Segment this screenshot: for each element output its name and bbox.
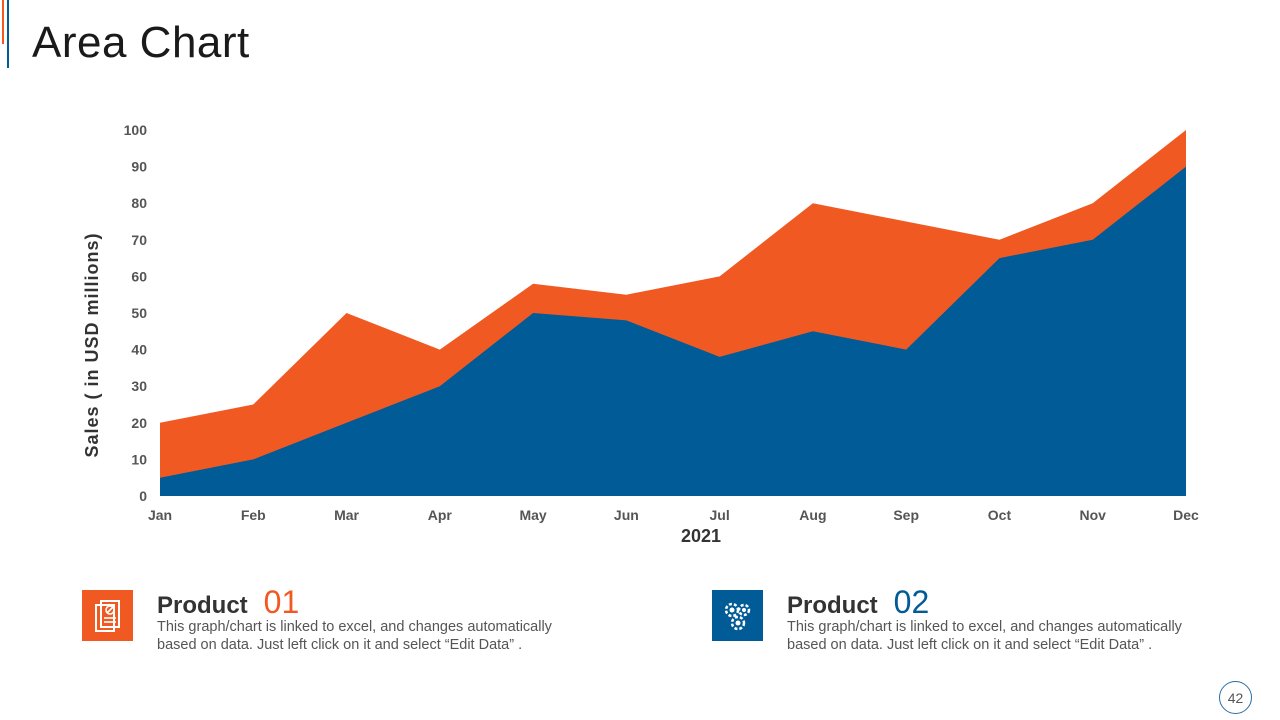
x-tick-label: May bbox=[519, 507, 546, 523]
gears-icon bbox=[712, 590, 763, 641]
x-tick-label: Mar bbox=[334, 507, 359, 523]
x-tick-label: Oct bbox=[988, 507, 1012, 523]
page-number: 42 bbox=[1219, 681, 1252, 714]
y-axis-ticks: 0 10 20 30 40 50 60 70 80 90 100 bbox=[124, 122, 148, 504]
x-tick-label: Dec bbox=[1173, 507, 1199, 523]
y-tick-label: 90 bbox=[131, 159, 147, 175]
product-02-card: Product 02 This graph/chart is linked to… bbox=[712, 584, 1182, 664]
product-01-number: 01 bbox=[263, 584, 300, 620]
accent-bar-blue bbox=[7, 0, 9, 68]
product-02-description: This graph/chart is linked to excel, and… bbox=[787, 619, 1182, 653]
y-tick-label: 50 bbox=[131, 305, 147, 321]
y-tick-label: 70 bbox=[131, 232, 147, 248]
product-01-card: Product 01 This graph/chart is linked to… bbox=[82, 584, 552, 664]
x-tick-label: Nov bbox=[1080, 507, 1107, 523]
product-02-label: Product bbox=[787, 592, 878, 619]
product-01-heading: Product 01 bbox=[157, 584, 299, 621]
area-chart[interactable]: 0 10 20 30 40 50 60 70 80 90 100 Jan Feb Mar Apr May Ju… bbox=[0, 0, 1280, 560]
x-tick-label: Jun bbox=[614, 507, 639, 523]
y-tick-label: 40 bbox=[131, 342, 147, 358]
y-tick-label: 60 bbox=[131, 268, 147, 284]
x-tick-label: Feb bbox=[241, 507, 266, 523]
y-axis-label: Sales ( in USD millions) bbox=[82, 232, 102, 457]
document-icon bbox=[82, 590, 133, 641]
area-series-2[interactable] bbox=[160, 166, 1186, 496]
slide-title: Area Chart bbox=[32, 18, 250, 67]
x-axis-label: 2021 bbox=[681, 526, 721, 546]
chart-series-layer bbox=[160, 130, 1186, 496]
y-tick-label: 20 bbox=[131, 415, 147, 431]
title-accent-bars bbox=[2, 0, 12, 68]
y-tick-label: 0 bbox=[139, 488, 147, 504]
product-01-label: Product bbox=[157, 592, 248, 619]
y-tick-label: 100 bbox=[124, 122, 148, 138]
x-tick-label: Jul bbox=[710, 507, 730, 523]
accent-bar-orange bbox=[2, 0, 4, 44]
product-02-heading: Product 02 bbox=[787, 584, 929, 621]
y-tick-label: 80 bbox=[131, 195, 147, 211]
x-tick-label: Jan bbox=[148, 507, 172, 523]
y-tick-label: 10 bbox=[131, 451, 147, 467]
x-tick-label: Sep bbox=[893, 507, 919, 523]
x-tick-label: Apr bbox=[428, 507, 453, 523]
product-01-description: This graph/chart is linked to excel, and… bbox=[157, 619, 552, 653]
x-tick-label: Aug bbox=[799, 507, 826, 523]
product-02-number: 02 bbox=[893, 584, 930, 620]
x-axis-ticks: Jan Feb Mar Apr May Jun Jul Aug Sep Oct Nov Dec bbox=[148, 507, 1199, 523]
y-tick-label: 30 bbox=[131, 378, 147, 394]
